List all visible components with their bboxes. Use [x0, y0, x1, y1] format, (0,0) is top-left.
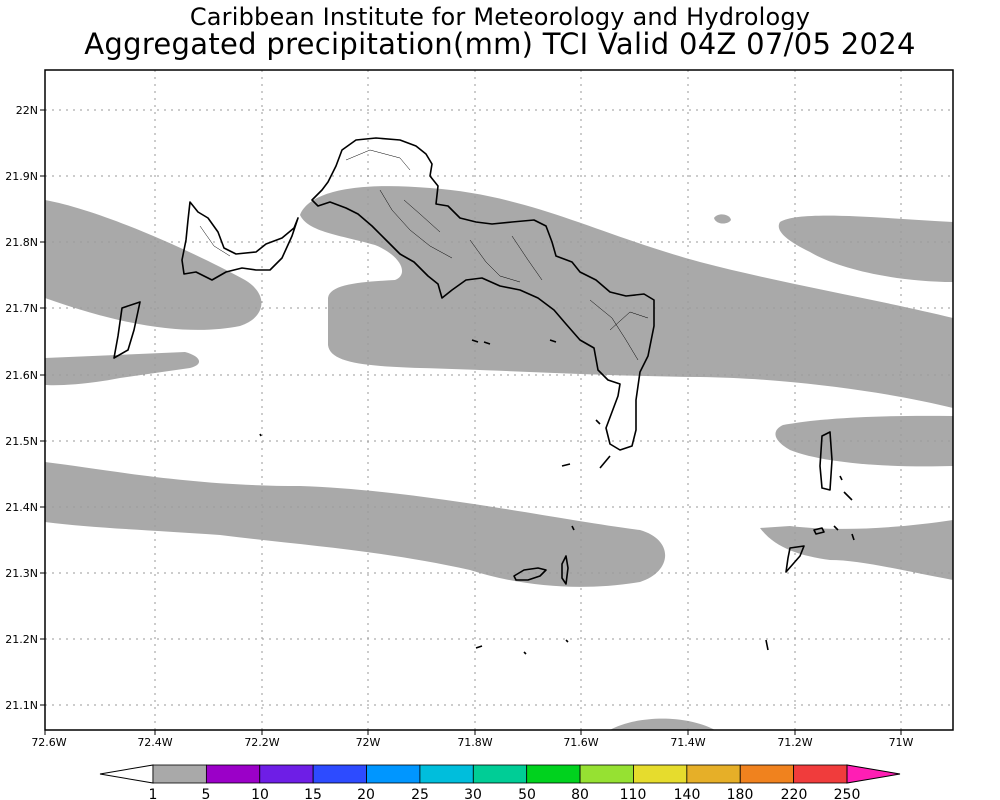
legend-label: 50 [518, 787, 536, 800]
y-tick-label: 21.2N [5, 633, 38, 646]
cays-east [475, 475, 855, 655]
y-axis-labels: 22N 21.9N 21.8N 21.7N 21.6N 21.5N 21.4N … [5, 104, 38, 712]
x-axis-labels: 72.6W 72.4W 72.2W 72W 71.8W 71.6W 71.4W … [31, 736, 913, 749]
x-tick-label: 72.4W [137, 736, 172, 749]
x-tick-label: 72W [356, 736, 381, 749]
island-providenciales [181, 201, 299, 281]
legend-label: 10 [251, 787, 269, 800]
legend-swatch [526, 764, 581, 784]
legend-label: 220 [781, 787, 808, 800]
legend-swatches [152, 764, 848, 784]
island-north-middle-caicos [311, 137, 655, 451]
y-tick-label: 21.3N [5, 567, 38, 580]
chart-title-institute: Caribbean Institute for Meteorology and … [189, 3, 811, 31]
x-tick-label: 71.6W [563, 736, 598, 749]
y-tick-label: 21.5N [5, 435, 38, 448]
legend-label: 140 [674, 787, 701, 800]
legend-swatch [259, 764, 314, 784]
legend-swatch [312, 764, 367, 784]
legend-label: 180 [727, 787, 754, 800]
x-tick-label: 71.8W [457, 736, 492, 749]
y-tick-label: 22N [16, 104, 38, 117]
legend-label: 25 [411, 787, 429, 800]
y-tick-label: 21.6N [5, 369, 38, 382]
legend-swatch [739, 764, 795, 784]
color-legend: 1 5 10 15 20 25 30 50 80 110 140 180 220… [99, 764, 901, 800]
precip-band-west [45, 352, 200, 386]
island-west-caicos [113, 301, 141, 359]
island-interiors [199, 149, 649, 361]
legend-swatch [152, 764, 207, 784]
legend-swatch [579, 764, 634, 784]
legend-swatch [793, 764, 848, 784]
precipitation-areas [45, 186, 953, 730]
x-tick-label: 71W [889, 736, 914, 749]
legend-label: 15 [304, 787, 322, 800]
legend-swatch [472, 764, 528, 784]
precip-band-north [300, 186, 953, 408]
island-east-caicos-cay [819, 431, 833, 491]
legend-label: 80 [571, 787, 589, 800]
chart-title-product: Aggregated precipitation(mm) TCI Valid 0… [84, 27, 916, 61]
legend-swatch [366, 764, 421, 784]
legend-swatch [633, 764, 688, 784]
cays [259, 339, 611, 585]
legend-swatch [686, 764, 741, 784]
precip-band-northwest [45, 200, 262, 330]
x-tick-label: 71.2W [777, 736, 812, 749]
precip-band-south [45, 462, 666, 587]
y-tick-label: 21.8N [5, 236, 38, 249]
legend-arrow-low [99, 764, 154, 784]
legend-label: 20 [357, 787, 375, 800]
x-tick-label: 72.6W [31, 736, 66, 749]
y-tick-label: 21.9N [5, 170, 38, 183]
map-frame [44, 69, 954, 731]
y-tick-label: 21.4N [5, 501, 38, 514]
precip-band-northeast [778, 215, 953, 282]
precip-patch-bottom [610, 718, 715, 730]
graticule [45, 70, 953, 730]
coastlines [113, 137, 855, 655]
legend-swatch [205, 764, 261, 784]
legend-swatch [419, 764, 474, 784]
legend-arrow-high [846, 764, 901, 784]
y-tick-label: 21.7N [5, 302, 38, 315]
island-grand-turk [785, 545, 805, 573]
legend-label: 5 [202, 787, 211, 800]
axis-ticks [40, 109, 902, 735]
precip-patch-small [714, 214, 731, 224]
y-tick-label: 21.1N [5, 699, 38, 712]
precip-band-southeast [760, 520, 953, 580]
legend-label: 1 [149, 787, 158, 800]
x-tick-label: 71.4W [670, 736, 705, 749]
legend-label: 250 [834, 787, 861, 800]
legend-label: 110 [620, 787, 647, 800]
legend-label: 30 [464, 787, 482, 800]
x-tick-label: 72.2W [244, 736, 279, 749]
